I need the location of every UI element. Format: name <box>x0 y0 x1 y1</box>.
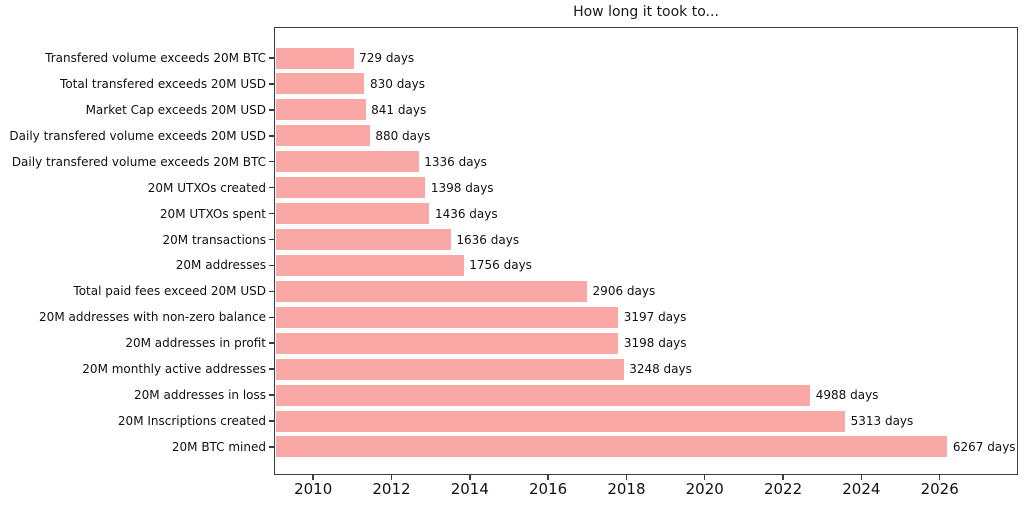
bar <box>275 47 354 69</box>
bar-value-label: 1436 days <box>434 206 498 221</box>
bar <box>275 436 948 458</box>
x-axis-tick <box>547 475 549 480</box>
y-axis-tick <box>269 160 274 163</box>
y-axis-tick <box>269 394 274 396</box>
y-axis-tick <box>269 420 274 422</box>
y-axis-category-label: 20M addresses with non-zero balance <box>39 310 266 325</box>
y-axis-tick <box>269 57 274 59</box>
bar-value-label: 880 days <box>375 128 431 143</box>
bar-value-label: 3197 days <box>623 310 687 325</box>
y-axis-category-label: Transfered volume exceeds 20M BTC <box>45 51 266 65</box>
y-axis-category-label: 20M addresses in loss <box>134 388 266 403</box>
x-axis-tick-label: 2016 <box>529 480 568 498</box>
bar <box>275 229 451 250</box>
y-axis-category-label: 20M transactions <box>162 232 266 247</box>
x-axis-tick-label: 2010 <box>294 480 333 498</box>
bar-value-label: 2906 days <box>592 284 656 299</box>
bar <box>275 358 624 380</box>
bar-value-label: 3198 days <box>623 336 687 351</box>
x-axis-tick <box>312 475 314 480</box>
bar-value-label: 1336 days <box>424 154 487 169</box>
y-axis-category-label: 20M Inscriptions created <box>117 414 266 429</box>
y-axis-category-label: Total paid fees exceed 20M USD <box>73 284 266 299</box>
bar <box>275 254 464 276</box>
x-axis-tick-label: 2018 <box>607 480 646 498</box>
y-axis-category-label: 20M UTXOs spent <box>159 206 266 221</box>
y-axis-category-label: Total transfered exceeds 20M USD <box>60 76 266 91</box>
bar <box>275 332 619 354</box>
x-axis-tick-label: 2022 <box>763 480 803 498</box>
y-axis-category-label: 20M monthly active addresses <box>82 362 266 377</box>
bar-value-label: 4988 days <box>815 388 879 403</box>
bar-value-label: 3248 days <box>629 362 692 377</box>
x-axis-tick <box>860 475 863 480</box>
bar <box>275 99 366 121</box>
bar-value-label: 1756 days <box>469 258 532 273</box>
bar-value-label: 841 days <box>371 102 427 117</box>
bar-value-label: 1636 days <box>456 232 520 247</box>
y-axis-tick <box>269 135 274 137</box>
y-axis-tick <box>269 109 274 111</box>
bar <box>275 306 619 328</box>
x-axis-tick <box>703 475 706 480</box>
y-axis-category-label: Market Cap exceeds 20M USD <box>85 102 266 117</box>
bar-value-label: 6267 days <box>952 439 1016 454</box>
bar <box>275 125 370 147</box>
x-axis-tick-label: 2026 <box>920 480 959 498</box>
bar-value-label: 1398 days <box>430 180 494 195</box>
bar <box>275 410 846 432</box>
x-axis-tick-label: 2014 <box>450 480 489 498</box>
bar <box>275 177 426 199</box>
y-axis-tick <box>269 316 274 319</box>
y-axis-category-label: 20M addresses <box>175 258 266 273</box>
y-axis-tick <box>269 446 274 448</box>
y-axis-category-label: Daily transfered volume exceeds 20M USD <box>9 128 266 143</box>
bar <box>275 280 588 302</box>
x-axis-tick <box>938 475 941 480</box>
bar-value-label: 830 days <box>369 76 426 91</box>
x-axis-tick <box>625 475 628 480</box>
y-axis-category-label: 20M BTC mined <box>171 439 266 454</box>
x-axis-tick <box>782 475 784 480</box>
y-axis-tick <box>269 238 274 241</box>
y-axis-tick <box>269 264 274 267</box>
y-axis-tick <box>269 83 274 85</box>
y-axis-category-label: 20M addresses in profit <box>125 336 266 351</box>
x-axis-tick <box>469 475 471 480</box>
plot-area <box>274 27 1018 475</box>
y-axis-tick <box>269 342 274 344</box>
bar <box>275 73 365 95</box>
x-axis-tick <box>390 475 393 480</box>
bar <box>275 151 419 173</box>
bar-value-label: 5313 days <box>850 414 914 429</box>
chart-title: How long it took to... <box>573 4 719 20</box>
x-axis-tick-label: 2020 <box>685 480 724 498</box>
bar <box>275 384 811 406</box>
y-axis-tick <box>269 368 274 370</box>
y-axis-tick <box>269 212 274 215</box>
y-axis-tick <box>269 186 274 189</box>
y-axis-category-label: 20M UTXOs created <box>147 180 266 195</box>
bar <box>275 203 430 225</box>
y-axis-tick <box>269 290 274 293</box>
x-axis-tick-label: 2024 <box>842 480 881 498</box>
x-axis-tick-label: 2012 <box>372 480 411 498</box>
y-axis-category-label: Daily transfered volume exceeds 20M BTC <box>11 154 266 169</box>
bar-value-label: 729 days <box>359 51 415 65</box>
